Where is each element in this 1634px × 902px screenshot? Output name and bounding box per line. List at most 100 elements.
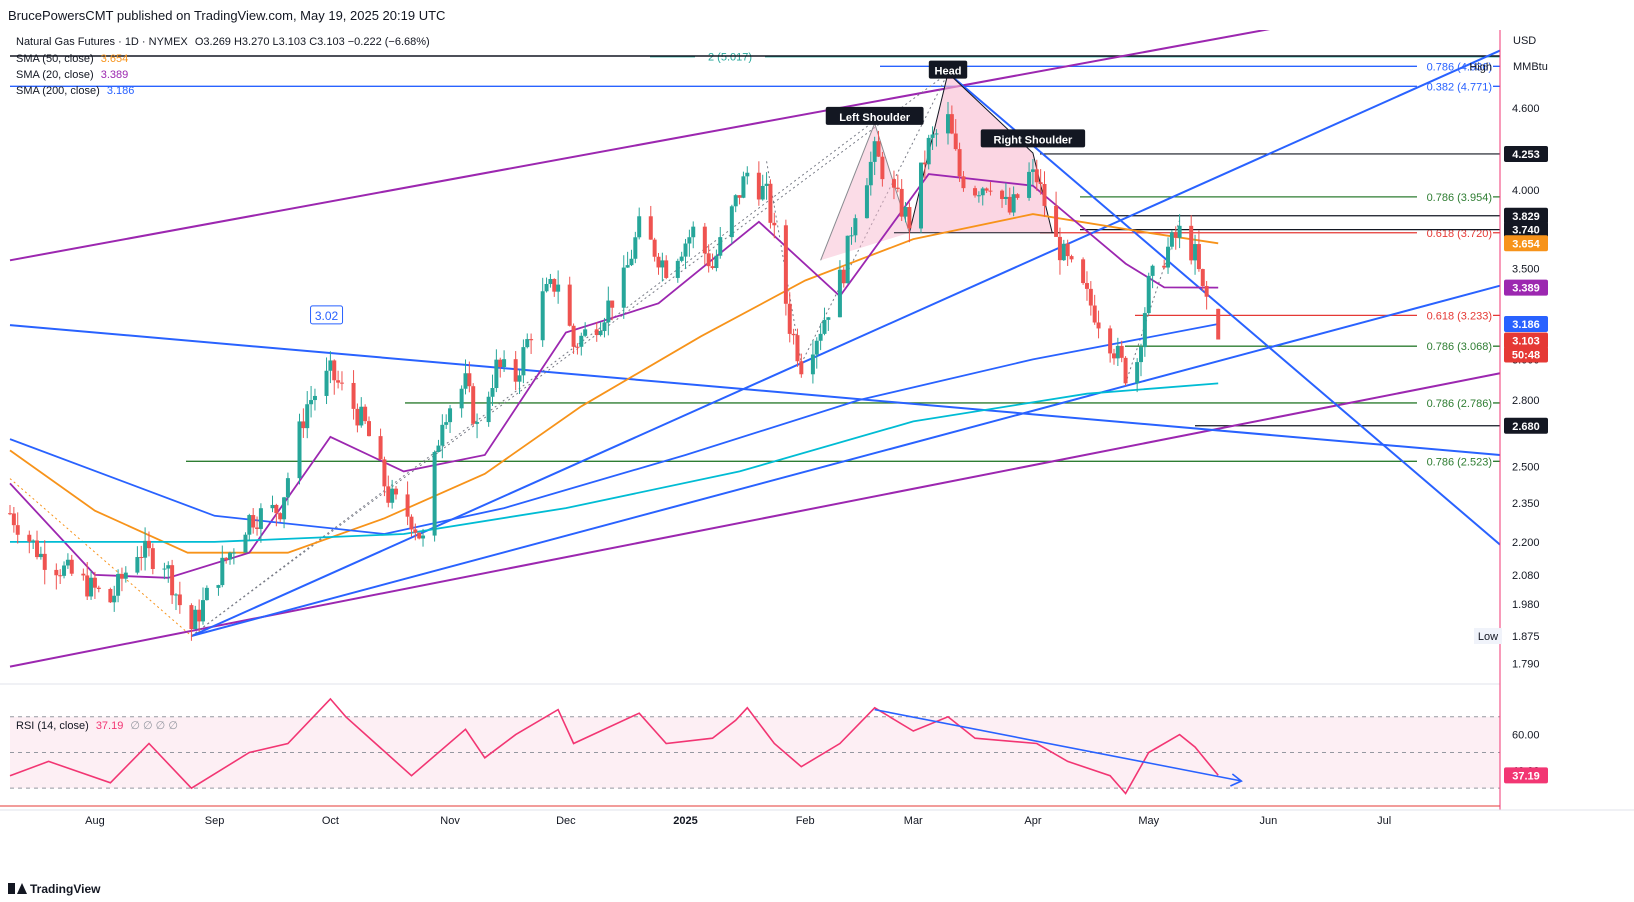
candle-body-69 <box>382 459 387 487</box>
candle-body-192 <box>1042 184 1047 206</box>
axis-unit: USD <box>1513 35 1536 47</box>
price-tick-9: 2.500 <box>1512 462 1540 474</box>
candle-body-167 <box>907 207 912 229</box>
footer: TradingView <box>0 876 1634 902</box>
candle-body-60 <box>332 360 337 381</box>
candle-body-188 <box>1027 171 1032 198</box>
candle-body-135 <box>737 195 742 198</box>
rsi-line <box>9 697 1219 795</box>
candle-body-205 <box>1115 345 1120 359</box>
price-badge-2: 3.740 <box>1512 225 1540 237</box>
fib-label-0: 2 (5.017) <box>708 52 752 64</box>
candle-body-91 <box>498 359 503 368</box>
candle-body-42 <box>231 552 236 554</box>
legend-rsi-value: 37.19 <box>95 720 124 732</box>
legend-sma50-value: 3.654 <box>100 53 129 65</box>
candle-body-191 <box>1038 182 1043 185</box>
candle-body-222 <box>1204 285 1209 297</box>
candle-body-92 <box>502 359 507 368</box>
legend-sma20[interactable]: SMA (20, close) 3.389 <box>16 69 128 81</box>
price-badge-bg-7 <box>1504 346 1548 363</box>
rsi-trend-arrowhead <box>1230 773 1243 787</box>
tradingview-logo[interactable]: TradingView <box>8 882 100 896</box>
candle-body-212 <box>1150 265 1155 276</box>
price-tick-15: 1.790 <box>1512 658 1540 670</box>
candle-body-25 <box>143 540 148 558</box>
price-badge-bg-1 <box>1504 207 1548 224</box>
candle-body-23 <box>135 557 140 573</box>
candle-body-12 <box>69 559 74 574</box>
candle-body-211 <box>1146 275 1151 314</box>
candle-body-29 <box>166 565 171 569</box>
candle-body-39 <box>220 557 225 586</box>
legend-sma50[interactable]: SMA (50, close) 3.654 <box>16 53 128 65</box>
annotation-label-3: 3.02 <box>315 309 339 323</box>
candle-body-84 <box>463 373 468 389</box>
candle-body-85 <box>467 373 472 387</box>
candle-body-100 <box>548 278 553 284</box>
candle-body-187 <box>1015 194 1020 198</box>
chart-canvas[interactable]: 2 (5.017) 0.786 (4.936) 0.382 (4.771) 0.786… <box>0 30 1634 876</box>
candle-body-153 <box>837 269 842 318</box>
fib-label-bg-8 <box>1417 454 1493 469</box>
time-tick-11: Jul <box>1377 815 1391 827</box>
candle-body-196 <box>1065 243 1070 257</box>
candle-body-111 <box>606 300 611 323</box>
published-line: BrucePowersCMT published on TradingView.… <box>8 8 446 23</box>
candle-body-202 <box>1096 322 1101 329</box>
price-tick-4: 3.500 <box>1512 264 1540 276</box>
fib-label-1: 0.786 (4.936) <box>1427 61 1492 73</box>
price-badge-bg-8 <box>1504 417 1548 434</box>
fib-label-6: 0.786 (3.068) <box>1427 341 1492 353</box>
candle-body-35 <box>197 609 202 622</box>
dotted-line-1 <box>191 72 949 637</box>
legend-sma200[interactable]: SMA (200, close) 3.186 <box>16 85 134 97</box>
candle-body-75 <box>413 529 418 533</box>
candle-body-181 <box>984 188 989 191</box>
legend-rsi-extra: ∅ ∅ ∅ ∅ <box>130 720 178 732</box>
fib-label-5: 0.618 (3.233) <box>1427 310 1492 322</box>
candle-body-66 <box>363 406 368 422</box>
candle-body-46 <box>255 527 260 529</box>
candle-body-175 <box>953 133 958 150</box>
candle-body-88 <box>486 396 491 423</box>
candle-body-99 <box>544 283 549 292</box>
candle-body-89 <box>490 388 495 397</box>
candle-body-186 <box>1011 194 1016 213</box>
price-tick-11: 2.200 <box>1512 537 1540 549</box>
candle-body-95 <box>521 347 526 376</box>
high-label: High <box>1469 61 1492 73</box>
candle-body-180 <box>980 188 985 196</box>
candle-body-179 <box>976 195 981 197</box>
price-badge-6: 3.103 <box>1512 336 1540 348</box>
candle-body-127 <box>691 226 696 238</box>
price-tick-0: 4.600 <box>1512 103 1540 115</box>
candle-body-48 <box>270 504 275 509</box>
candle-body-140 <box>764 183 769 186</box>
candle-body-64 <box>355 408 360 426</box>
candle-body-194 <box>1057 236 1062 261</box>
price-badge-1: 3.829 <box>1512 211 1540 223</box>
candle-body-34 <box>193 609 198 630</box>
candle-body-5 <box>35 540 40 558</box>
fib-label-3: 0.786 (3.954) <box>1427 192 1492 204</box>
price-badge-3: 3.654 <box>1512 238 1540 250</box>
legend-sma50-label: SMA (50, close) <box>16 53 94 65</box>
candle-body-62 <box>339 382 344 384</box>
legend-rsi[interactable]: RSI (14, close) 37.19 ∅ ∅ ∅ ∅ <box>16 719 178 732</box>
candle-body-116 <box>633 237 638 259</box>
candle-body-87 <box>475 422 480 424</box>
candle-body-27 <box>150 548 155 569</box>
candle-body-44 <box>247 515 252 535</box>
candle-body-40 <box>224 557 229 560</box>
sma50-line <box>9 213 1219 554</box>
tradingview-logo-icon <box>8 883 27 894</box>
candle-body-82 <box>448 408 453 423</box>
rsi-tick-0: 60.00 <box>1512 730 1540 742</box>
candle-body-157 <box>853 218 858 236</box>
time-tick-4: Dec <box>556 815 576 827</box>
candle-body-53 <box>297 421 302 479</box>
candle-body-106 <box>579 335 584 347</box>
candle-body-98 <box>540 291 545 341</box>
time-tick-5: 2025 <box>673 815 697 827</box>
